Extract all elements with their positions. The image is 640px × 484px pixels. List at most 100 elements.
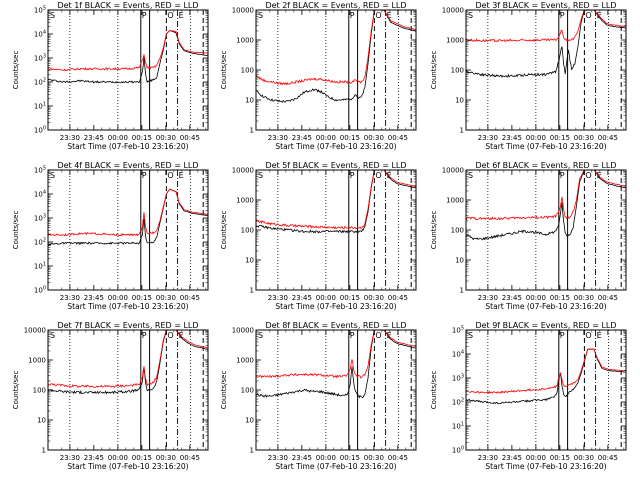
x-tick-label: 00:45	[388, 294, 408, 302]
y-tick-label: 100	[34, 286, 46, 295]
y-tick-label: 10	[245, 417, 254, 425]
panel-title: Det 2f BLACK = Events, RED = LLD	[265, 1, 406, 10]
y-axis-title: Counts/sec	[430, 371, 438, 410]
x-axis-title: Start Time (07-Feb-10 23:16:20)	[485, 142, 606, 151]
y-tick-label: 10000	[232, 167, 254, 175]
series-line-events	[466, 348, 626, 405]
x-tick-label: 00:45	[180, 294, 200, 302]
plot-frame	[47, 329, 209, 451]
x-tick-label: 23:45	[502, 454, 522, 462]
x-tick-label: 23:30	[478, 454, 498, 462]
x-tick-label: 23:30	[478, 134, 498, 142]
x-axis-title: Start Time (07-Feb-10 23:16:20)	[67, 302, 188, 311]
y-tick-label: 105	[34, 166, 46, 175]
series-line-lld	[466, 170, 626, 221]
marker-label-occultation: O	[167, 11, 173, 20]
x-tick-label: 00:30	[156, 294, 176, 302]
series-line-events	[48, 30, 208, 84]
x-axis-title: Start Time (07-Feb-10 23:16:20)	[485, 462, 606, 471]
y-tick-label: 100	[34, 126, 46, 135]
y-axis-title: Counts/sec	[220, 211, 228, 250]
series-line-events	[466, 10, 626, 78]
x-tick-label: 23:45	[292, 134, 312, 142]
plot-frame	[255, 169, 417, 291]
series-line-lld	[256, 330, 416, 379]
marker-label-end: E	[597, 331, 602, 340]
y-tick-label: 102	[34, 78, 46, 87]
plot-frame	[255, 329, 417, 451]
panel-title: Det 7f BLACK = Events, RED = LLD	[57, 321, 198, 330]
y-tick-label: 100	[452, 446, 464, 455]
plot-frame	[47, 9, 209, 131]
x-tick-label: 23:30	[60, 454, 80, 462]
x-axis-title: Start Time (07-Feb-10 23:16:20)	[275, 142, 396, 151]
series-line-lld	[48, 29, 208, 72]
y-tick-label: 100	[451, 227, 464, 235]
plot-frame	[465, 9, 627, 131]
marker-label-start: S	[50, 171, 55, 180]
x-tick-label: 00:45	[388, 454, 408, 462]
marker-label-end: E	[387, 11, 392, 20]
x-tick-label: 23:45	[84, 454, 104, 462]
y-tick-label: 1000	[236, 197, 254, 205]
y-tick-label: 10000	[24, 327, 46, 335]
y-tick-label: 1000	[446, 37, 464, 45]
marker-label-start: S	[468, 331, 473, 340]
x-tick-label: 00:30	[156, 134, 176, 142]
x-axis-title: Start Time (07-Feb-10 23:16:20)	[275, 302, 396, 311]
x-tick-label: 00:15	[550, 294, 570, 302]
x-tick-label: 00:00	[316, 134, 336, 142]
x-tick-label: 00:30	[364, 294, 384, 302]
x-tick-label: 23:45	[84, 294, 104, 302]
y-tick-label: 104	[34, 30, 46, 39]
marker-label-start: S	[258, 11, 263, 20]
y-tick-label: 1	[250, 447, 254, 455]
panel-title: Det 8f BLACK = Events, RED = LLD	[265, 321, 406, 330]
x-tick-label: 23:45	[502, 134, 522, 142]
y-tick-label: 100	[241, 227, 254, 235]
y-tick-label: 103	[34, 214, 46, 223]
y-tick-label: 1000	[28, 357, 46, 365]
x-tick-label: 00:15	[550, 454, 570, 462]
y-tick-label: 1	[250, 127, 254, 135]
marker-label-end: E	[179, 11, 184, 20]
x-tick-label: 00:00	[108, 454, 128, 462]
y-tick-label: 100	[241, 67, 254, 75]
marker-label-occultation: O	[375, 171, 381, 180]
y-tick-label: 100	[451, 67, 464, 75]
series-line-lld	[48, 188, 208, 237]
x-tick-label: 00:30	[156, 454, 176, 462]
x-tick-label: 00:45	[180, 134, 200, 142]
marker-label-occultation: O	[375, 331, 381, 340]
marker-label-peak: P	[350, 171, 355, 180]
y-tick-label: 1	[460, 127, 464, 135]
x-tick-label: 00:00	[108, 294, 128, 302]
y-axis-title: Counts/sec	[12, 51, 20, 90]
marker-label-peak: P	[350, 11, 355, 20]
y-tick-label: 101	[452, 422, 464, 431]
x-tick-label: 00:00	[316, 454, 336, 462]
y-tick-label: 10	[455, 97, 464, 105]
series-line-lld	[256, 10, 416, 86]
y-tick-label: 101	[34, 262, 46, 271]
marker-label-peak: P	[560, 11, 565, 20]
x-tick-label: 00:15	[340, 454, 360, 462]
y-tick-label: 10	[245, 97, 254, 105]
x-tick-label: 00:00	[108, 134, 128, 142]
x-tick-label: 00:00	[526, 294, 546, 302]
y-tick-label: 100	[241, 387, 254, 395]
y-tick-label: 102	[34, 238, 46, 247]
x-tick-label: 00:45	[598, 454, 618, 462]
panel-title: Det 5f BLACK = Events, RED = LLD	[265, 161, 406, 170]
x-tick-label: 00:30	[574, 294, 594, 302]
panel-title: Det 9f BLACK = Events, RED = LLD	[475, 321, 616, 330]
y-tick-label: 105	[34, 6, 46, 15]
y-tick-label: 102	[452, 398, 464, 407]
x-tick-label: 00:00	[526, 454, 546, 462]
y-tick-label: 1000	[236, 37, 254, 45]
marker-label-peak: P	[560, 331, 565, 340]
x-tick-label: 00:30	[364, 134, 384, 142]
y-tick-label: 10000	[442, 7, 464, 15]
